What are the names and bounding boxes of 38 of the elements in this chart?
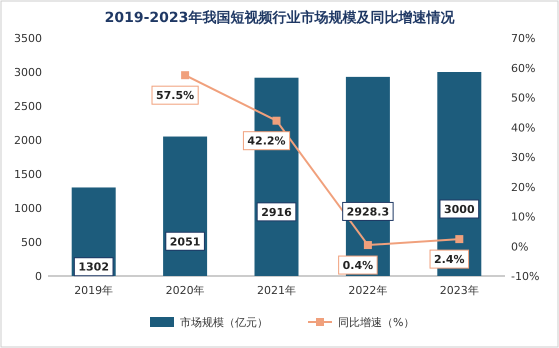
y-tick-label: 3000 (14, 66, 42, 79)
data-label: 2916 (261, 206, 292, 219)
data-label: 2.4% (434, 253, 465, 266)
y2-tick-label: 0% (511, 240, 528, 254)
chart-title: 2019-2023年我国短视频行业市场规模及同比增速情况 (104, 9, 456, 26)
x-tick-label: 2020年 (166, 284, 205, 297)
data-label: 2051 (170, 235, 200, 248)
point (272, 116, 280, 125)
y2-tick-label: 60% (511, 62, 536, 75)
data-label: 3000 (444, 203, 475, 216)
data-label: 0.4% (342, 259, 374, 272)
x-tick-label: 2023年 (440, 284, 479, 297)
y2-tick-label: 40% (511, 121, 536, 134)
point (455, 235, 464, 244)
data-label: 2928.3 (346, 205, 390, 218)
data-label: 42.2% (247, 134, 286, 148)
y-tick-label: 500 (21, 236, 42, 249)
y2-tick-label: 20% (511, 180, 536, 194)
y-tick-label: 1500 (14, 168, 42, 181)
y2-tick-label: 30% (511, 151, 536, 164)
y2-tick-label: 10% (511, 210, 536, 224)
point (181, 71, 190, 80)
x-tick-label: 2022年 (348, 284, 388, 297)
data-label: 57.5% (156, 89, 194, 102)
y2-tick-label: -10% (511, 270, 540, 283)
legend-label: 市场规模（亿元） (180, 316, 268, 329)
x-tick-label: 2021年 (257, 284, 296, 297)
x-tick-label: 2019年 (74, 284, 114, 297)
point (364, 241, 372, 250)
y-tick-label: 2500 (14, 100, 42, 113)
y-tick-label: 2000 (14, 134, 42, 147)
y-tick-label: 3500 (14, 32, 42, 45)
y-tick-label: 1000 (14, 202, 42, 215)
legend-label: 同比增速（%） (338, 316, 414, 329)
y2-tick-label: 70% (511, 32, 536, 45)
data-label: 1302 (78, 260, 110, 274)
y-tick-label: 0 (35, 270, 42, 283)
y2-tick-label: 50% (511, 92, 536, 104)
